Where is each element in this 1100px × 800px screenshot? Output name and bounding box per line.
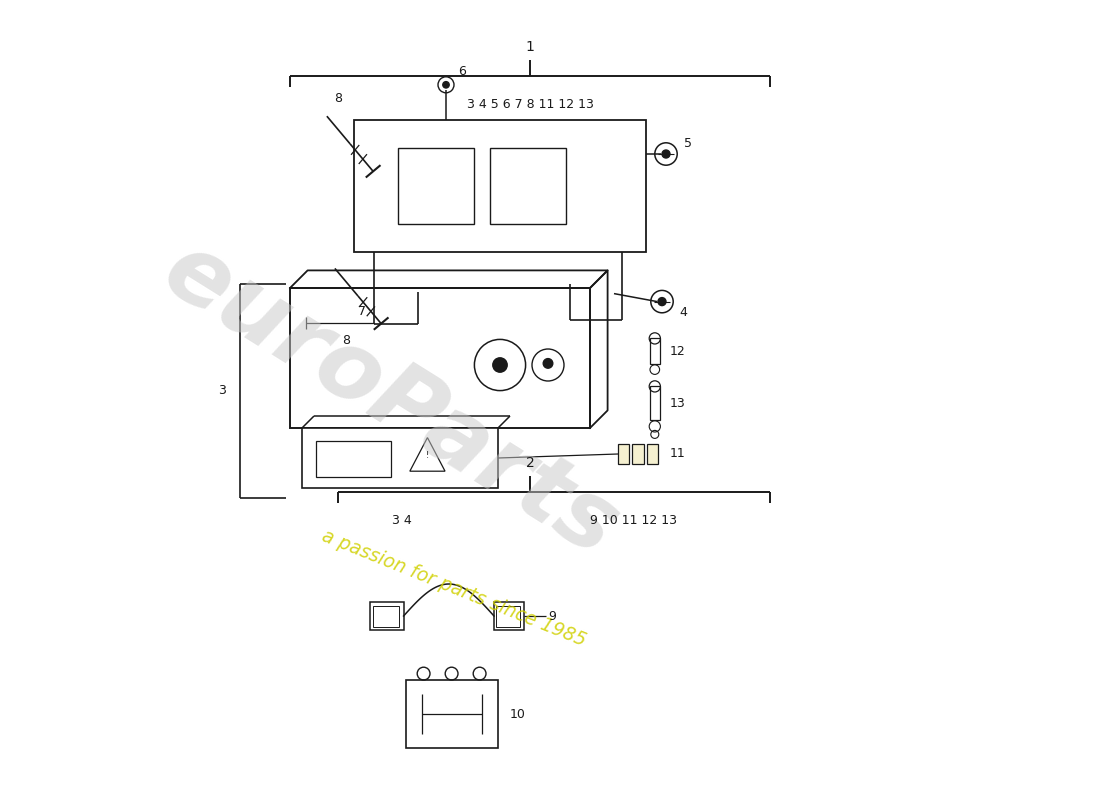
Bar — [317, 441, 390, 477]
Text: euroParts: euroParts — [146, 224, 634, 576]
Bar — [290, 288, 590, 428]
Text: !: ! — [426, 450, 429, 460]
Text: 3: 3 — [218, 384, 226, 398]
Circle shape — [662, 150, 670, 158]
Bar — [490, 148, 566, 224]
Circle shape — [543, 358, 553, 368]
Text: 9 10 11 12 13: 9 10 11 12 13 — [591, 514, 678, 527]
Bar — [302, 428, 498, 488]
Text: 3 4: 3 4 — [392, 514, 411, 527]
Bar — [496, 606, 520, 627]
Text: 3 4 5 6 7 8 11 12 13: 3 4 5 6 7 8 11 12 13 — [466, 98, 593, 111]
Text: 8: 8 — [334, 92, 342, 106]
Bar — [406, 680, 498, 748]
Bar — [354, 120, 646, 252]
Text: 11: 11 — [670, 447, 685, 461]
Bar — [398, 148, 474, 224]
Circle shape — [658, 298, 666, 306]
Text: 4: 4 — [680, 306, 688, 318]
Bar — [650, 386, 660, 420]
Text: 2: 2 — [526, 455, 535, 470]
Text: 13: 13 — [670, 397, 685, 410]
Text: 8: 8 — [342, 334, 350, 347]
Text: 9: 9 — [549, 610, 557, 622]
Bar — [647, 444, 658, 464]
Text: 5: 5 — [683, 137, 692, 150]
Text: 10: 10 — [510, 707, 526, 721]
Text: 6: 6 — [458, 66, 466, 78]
Text: 7: 7 — [358, 306, 366, 318]
Circle shape — [443, 82, 449, 88]
Text: 12: 12 — [670, 345, 685, 358]
Bar — [618, 444, 629, 464]
Bar — [370, 602, 404, 630]
Bar — [494, 602, 525, 630]
Bar — [373, 606, 399, 627]
Bar — [650, 338, 660, 364]
Circle shape — [493, 358, 507, 372]
Text: 1: 1 — [526, 39, 535, 54]
Text: a passion for parts since 1985: a passion for parts since 1985 — [319, 526, 588, 650]
Bar — [632, 444, 644, 464]
